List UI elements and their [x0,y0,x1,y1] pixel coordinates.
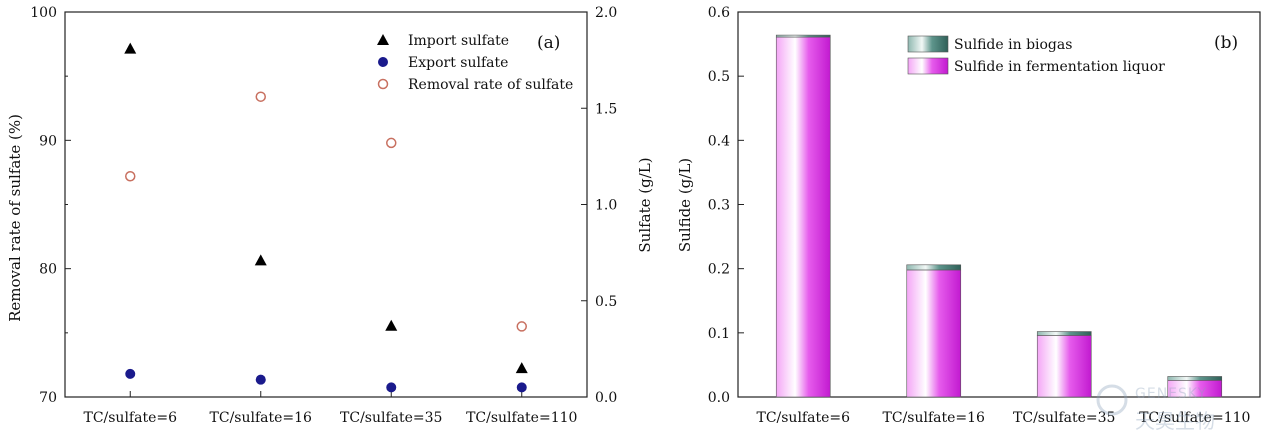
x-axis-b: TC/sulfate=6 TC/sulfate=16 TC/sulfate=35 TC… [756,391,1250,426]
watermark-logo: GENESKY 天昊生物 [1096,384,1215,433]
left-axis-a: 70 80 90 100 [30,5,71,406]
legend-label-b: Sulfide in fermentation liquor [954,59,1165,75]
bar-segment-liquor [906,269,962,398]
y2-axis-title-a: Sulfate (g/L) [636,157,654,252]
data-point-circle-filled [125,368,136,379]
y-tick-label-b: 0.0 [708,390,730,406]
data-point-triangle [515,362,528,374]
data-point-circle-open [386,137,397,149]
legend-a: Import sulfate Export sulfate Removal rate… [377,33,573,93]
legend-marker-a [378,57,388,67]
bar-segment-biogas [1036,331,1092,336]
y2-tick-label-a: 1.5 [595,101,617,117]
x-tick-label-b: TC/sulfate=110 [1139,410,1250,426]
bar-segment-biogas [1167,376,1223,381]
y-axis-title-b: Sulfide (g/L) [676,158,694,252]
x-tick-label-b: TC/sulfate=35 [1013,410,1115,426]
data-point-triangle [385,319,398,331]
watermark-swirl-icon [1096,384,1128,416]
x-axis-a: TC/sulfate=6 TC/sulfate=16 TC/sulfate=35 TC… [83,391,577,426]
x-tick-label-a: TC/sulfate=16 [210,410,313,426]
x-tick-label-b: TC/sulfate=6 [756,410,850,426]
y2-tick-label-a: 0.0 [595,390,617,406]
scatter-marks-a [124,42,528,393]
bar-segment-biogas [775,34,831,38]
legend-swatch-b [907,57,949,75]
data-point-circle-filled [255,374,266,385]
legend-label-a: Import sulfate [408,33,509,49]
legend-label-a: Removal rate of sulfate [408,77,573,93]
bars-b [775,34,1223,398]
data-point-circle-filled [386,382,397,393]
legend-label-b: Sulfide in biogas [954,37,1072,53]
legend-marker-a [377,34,389,45]
plot-frame-a [64,11,588,398]
y2-tick-label-a: 0.5 [595,294,617,310]
watermark-text-en: GENESKY [1135,386,1207,402]
data-point-circle-open [516,321,527,332]
bar-segment-liquor [775,36,831,398]
y-axis-title-a: Removal rate of sulfate (%) [6,114,24,322]
data-point-circle-filled [516,382,527,393]
y-tick-label-b: 0.3 [708,198,730,214]
legend-marker-a [377,78,389,90]
panel-label-a: (a) [537,33,560,53]
y-tick-label-b: 0.6 [708,5,730,21]
y-tick-label-a: 70 [39,390,57,406]
panel-b: 0.00.10.20.30.40.50.6 TC/sulfate=6 TC/sul… [676,5,1261,426]
y-tick-label-a: 80 [39,262,57,278]
bar-segment-liquor [1036,335,1092,398]
watermark-text-cn: 天昊生物 [1135,409,1215,433]
x-tick-label-a: TC/sulfate=110 [466,410,577,426]
y-tick-label-a: 90 [39,133,57,149]
x-tick-label-a: TC/sulfate=35 [340,410,442,426]
y-tick-label-b: 0.1 [708,326,730,342]
y-tick-label-b: 0.2 [708,262,730,278]
data-point-triangle [254,254,267,266]
y2-tick-label-a: 1.0 [595,198,617,214]
x-tick-label-b: TC/sulfate=16 [883,410,986,426]
bar-segment-biogas [906,264,962,271]
legend-swatch-b [907,35,949,53]
y-axis-b: 0.0 0.1 0.2 0.3 0.4 0.5 0.6 [708,5,744,406]
panel-label-b: (b) [1214,33,1238,53]
legend-label-a: Export sulfate [408,55,508,71]
data-point-triangle [124,42,137,54]
y-tick-label-b: 0.5 [708,69,730,85]
y-tick-label-b: 0.4 [708,133,730,149]
x-tick-label-a: TC/sulfate=6 [83,410,177,426]
data-point-circle-open [125,171,136,182]
data-point-circle-open [255,91,266,102]
right-axis-a: 0.0 0.5 1.0 1.5 2.0 [581,5,617,406]
y2-tick-label-a: 2.0 [595,5,617,21]
legend-b: Sulfide in biogas Sulfide in fermentation… [907,35,1165,75]
y-tick-label-a: 100 [30,5,57,21]
